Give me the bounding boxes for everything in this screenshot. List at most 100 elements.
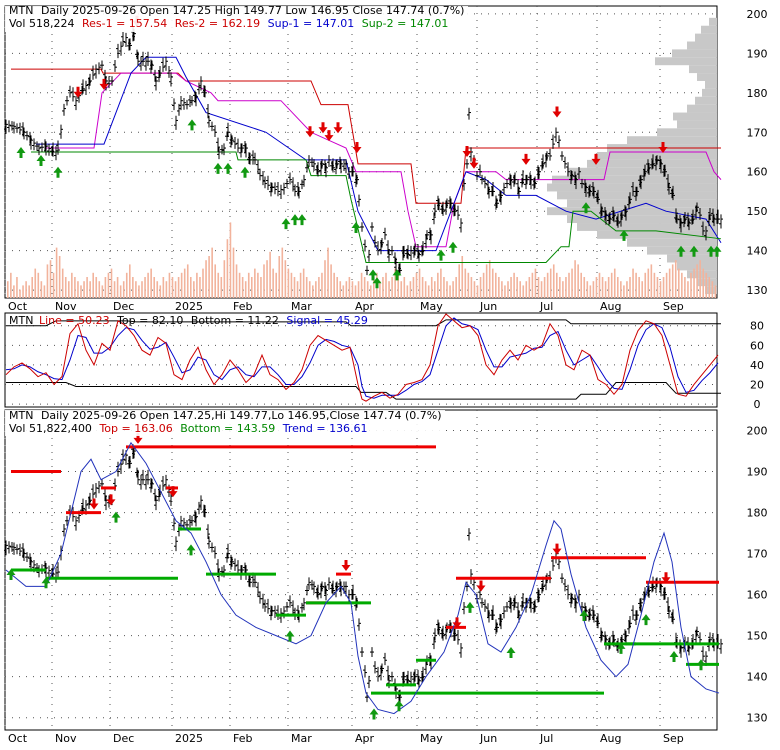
volume-profile-bar — [705, 286, 717, 295]
volume-bar — [653, 272, 656, 298]
volume-bar — [379, 281, 381, 298]
sell-arrow — [318, 122, 328, 134]
sell-arrow — [99, 78, 109, 90]
volume-bar — [318, 277, 320, 298]
volume-bar — [705, 272, 708, 298]
volume-bar — [620, 281, 622, 298]
volume-bar — [519, 281, 521, 298]
volume-bar — [235, 264, 238, 298]
volume-bar — [64, 277, 67, 298]
volume-bar — [562, 281, 564, 298]
sell-arrow — [352, 142, 362, 153]
svg-text:MTN Daily 2025-09-26 O: MTN Daily 2025-09-26 Open 147.25 High 14… — [9, 4, 464, 17]
volume-bar — [366, 281, 369, 298]
volume-bar — [113, 281, 116, 298]
volume-bar — [391, 277, 393, 298]
volume-bar — [247, 272, 250, 298]
buy-arrow — [16, 147, 26, 159]
volume-bar — [400, 281, 403, 298]
volume-profile-bar — [655, 57, 717, 66]
trend-line — [5, 441, 720, 715]
volume-bar — [449, 285, 451, 298]
volume-bar — [46, 264, 49, 298]
volume-bar — [183, 268, 186, 298]
x-tick-label: May — [420, 300, 443, 313]
volume-bar — [327, 247, 329, 298]
buy-arrow — [696, 659, 706, 671]
volume-bar — [339, 281, 342, 298]
sell-arrow — [452, 617, 462, 629]
y-tick-label: 180 — [747, 507, 768, 520]
volume-bar — [244, 281, 247, 298]
y-tick-label: 140 — [747, 671, 768, 684]
volume-bar — [101, 285, 104, 298]
volume-bar — [58, 256, 61, 298]
volume-bar — [458, 264, 460, 298]
volume-profile-bar — [567, 199, 717, 208]
volume-bar — [577, 264, 579, 298]
volume-bar — [501, 281, 503, 298]
x-tick-label: May — [420, 732, 443, 745]
volume-bar — [95, 277, 98, 298]
sup2-line — [31, 151, 722, 263]
volume-bar — [516, 277, 518, 298]
volume-bar — [162, 277, 165, 298]
volume-bar — [34, 268, 37, 298]
x-tick-label: Mar — [291, 732, 312, 745]
buy-arrow — [290, 214, 300, 226]
p2-signal: Signal = 45.29 — [286, 314, 368, 327]
x-tick-label: Nov — [55, 300, 77, 313]
p1-res2: Res-2 = 162.19 — [175, 17, 260, 30]
volume-bar — [470, 277, 473, 298]
volume-bar — [415, 272, 418, 298]
buy-arrow — [53, 166, 63, 178]
p1-symbol: MTN — [9, 4, 33, 17]
stoch-signal-line — [5, 317, 719, 399]
volume-bar — [476, 285, 479, 298]
volume-bar — [284, 260, 287, 298]
volume-bar — [281, 247, 284, 298]
volume-bar — [86, 277, 88, 298]
stoch-line — [5, 313, 719, 402]
volume-bar — [437, 272, 439, 298]
x-tick-label: Feb — [233, 732, 252, 745]
p1-vol-label: Vol 518,224 — [9, 17, 74, 30]
volume-bar — [382, 277, 384, 298]
svg-text:Vol 518,224 Res-1 = 15: Vol 518,224 Res-1 = 157.54 Res-2 = 162.1… — [9, 17, 448, 30]
volume-bar — [665, 272, 668, 298]
sell-arrow — [591, 153, 601, 165]
volume-bar — [205, 260, 207, 298]
volume-bar — [485, 264, 488, 298]
y-tick-label: 200 — [747, 425, 768, 438]
volume-bar — [129, 264, 131, 298]
volume-bar — [678, 268, 680, 298]
buy-arrow — [581, 202, 591, 214]
y-tick-label: 130 — [747, 284, 768, 297]
volume-bar — [98, 281, 101, 298]
volume-bar — [290, 272, 293, 298]
volume-bar — [107, 272, 110, 298]
y-tick-label: 160 — [747, 166, 768, 179]
sell-arrow — [324, 130, 334, 142]
p1-sup2: Sup-2 = 147.01 — [362, 17, 449, 30]
volume-bar — [711, 281, 714, 298]
volume-profile-bar — [687, 270, 717, 279]
buy-arrow — [616, 642, 626, 654]
volume-bar — [260, 277, 262, 298]
volume-bar — [13, 285, 15, 298]
volume-bar — [168, 272, 171, 298]
volume-bar — [638, 277, 640, 298]
volume-bar — [687, 281, 689, 298]
volume-bar — [369, 285, 372, 298]
volume-bar — [613, 268, 616, 298]
volume-profile-bar — [702, 88, 717, 97]
volume-bar — [406, 285, 409, 298]
volume-profile-bar — [672, 49, 717, 58]
volume-bar — [580, 272, 582, 298]
x-tick-label: Dec — [113, 732, 134, 745]
volume-bar — [43, 285, 46, 298]
buy-arrow — [465, 601, 475, 613]
y-tick-label: 140 — [747, 245, 768, 258]
volume-bar — [141, 281, 143, 298]
